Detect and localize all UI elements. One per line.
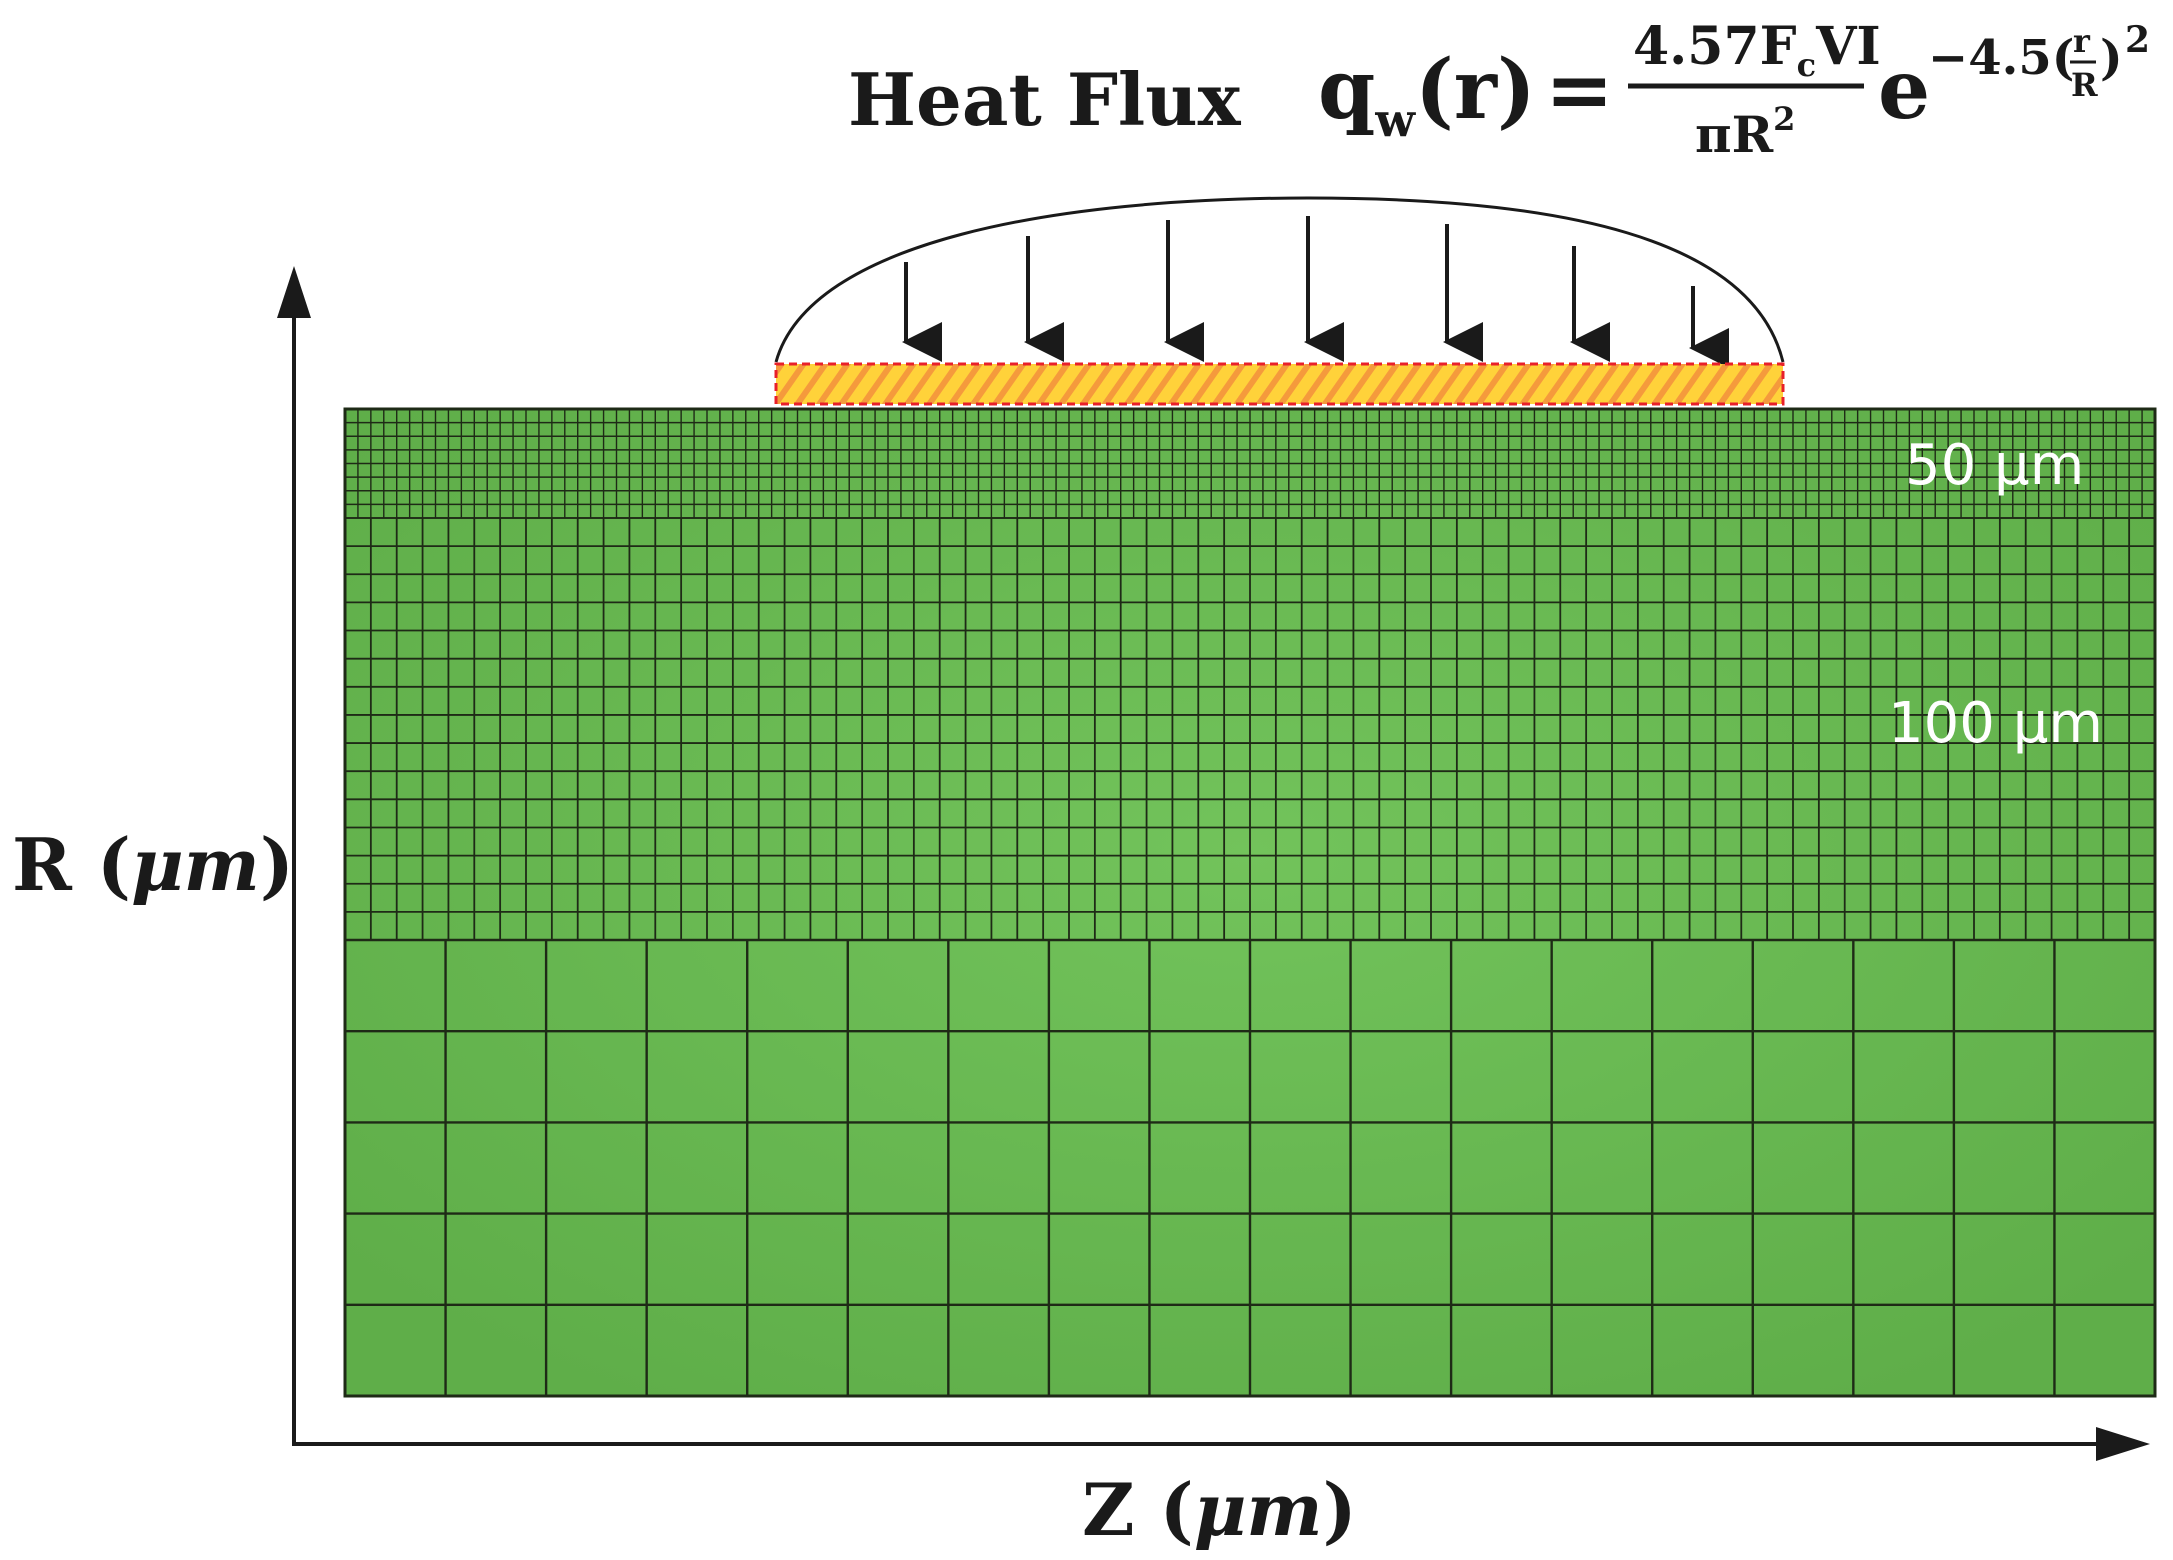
- heat-source-strip: [774, 362, 1785, 406]
- formula-denominator: πR: [1695, 105, 1774, 164]
- flux-arrows: [902, 216, 1729, 368]
- formula-q: q: [1318, 42, 1375, 138]
- y-axis-label: R (μm): [12, 822, 294, 907]
- svg-text:4.57FcVI: 4.57FcVI: [1633, 16, 1881, 84]
- mesh-zone-fine: [345, 408, 2155, 519]
- y-axis-arrowhead: [277, 266, 311, 318]
- formula-exp-close: ): [2100, 30, 2123, 86]
- formula-numerator-tail: VI: [1815, 16, 1881, 77]
- mesh-zone-coarse: [345, 938, 2155, 1398]
- formula-exp-frac-den: R: [2071, 66, 2098, 104]
- heat-flux-title: Heat Flux: [848, 57, 1242, 142]
- formula-exp-power: 2: [2125, 19, 2150, 61]
- formula-exp-frac-num: r: [2073, 22, 2091, 60]
- formula-numerator: 4.57F: [1633, 16, 1797, 77]
- svg-text:qw(r): qw(r): [1318, 42, 1536, 147]
- x-axis-label: Z (μm): [1082, 1467, 1357, 1552]
- formula-q-arg: (r): [1415, 42, 1536, 138]
- formula-exp-coeff: −4.5(: [1928, 30, 2074, 86]
- svg-text:πR2: πR2: [1695, 100, 1795, 164]
- formula-denominator-sup: 2: [1773, 100, 1795, 138]
- heat-flux-formula: qw(r) = 4.57FcVI πR2 e −4.5( r R ) 2: [1318, 16, 2150, 164]
- zone-label-50um: 50 μm: [1905, 433, 2084, 498]
- formula-exp-base: e: [1878, 42, 1930, 138]
- formula-equals: =: [1545, 42, 1614, 138]
- zone-label-100um: 100 μm: [1888, 691, 2103, 756]
- x-axis-arrowhead: [2096, 1427, 2150, 1461]
- formula-q-sub: w: [1374, 93, 1416, 147]
- gaussian-flux-curve: [774, 196, 1785, 363]
- axes: [277, 266, 2150, 1461]
- formula-numerator-sub: c: [1797, 46, 1816, 84]
